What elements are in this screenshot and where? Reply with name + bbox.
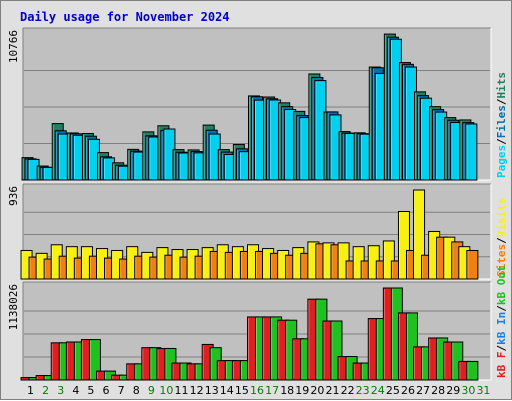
day-label-22: 22: [341, 384, 355, 397]
bar-sites-day-30: [466, 249, 479, 280]
legend-item: /: [495, 98, 508, 105]
day-label-31: 31: [476, 384, 490, 397]
kbytes-panel: 1138026: [7, 281, 492, 381]
day-label-3: 3: [57, 384, 64, 397]
day-label-18: 18: [280, 384, 294, 397]
day-label-30: 30: [461, 384, 475, 397]
bar-kb-out-day-30: [466, 360, 479, 381]
legend-item: Visits: [495, 198, 508, 238]
day-label-6: 6: [103, 384, 110, 397]
day-label-16: 16: [250, 384, 264, 397]
visits-panel-legend: Sites/Visits: [495, 198, 508, 278]
hits-panel-legend: Pages/Files/Hits: [495, 72, 508, 178]
day-label-21: 21: [325, 384, 339, 397]
chart-title: Daily usage for November 2024: [20, 10, 230, 24]
legend-item: /: [495, 345, 508, 352]
day-label-13: 13: [205, 384, 219, 397]
max-value-label: 1138026: [7, 284, 20, 330]
day-label-5: 5: [87, 384, 94, 397]
chart-panels: 10766 936 1138026: [7, 27, 492, 381]
day-label-12: 12: [190, 384, 204, 397]
legend-item: /: [495, 237, 508, 244]
max-value-label: 10766: [7, 30, 20, 63]
day-label-4: 4: [72, 384, 79, 397]
day-label-1: 1: [27, 384, 34, 397]
max-value-label: 936: [7, 186, 20, 206]
day-label-2: 2: [42, 384, 49, 397]
bar-visits-day-27: [413, 189, 426, 280]
day-label-28: 28: [431, 384, 445, 397]
bar-kb-out-day-21: [330, 320, 343, 381]
bar-visits-day-25: [382, 240, 395, 280]
day-label-9: 9: [148, 384, 155, 397]
day-label-27: 27: [416, 384, 430, 397]
day-label-20: 20: [310, 384, 324, 397]
day-label-10: 10: [159, 384, 173, 397]
bar-pages-day-30: [465, 123, 478, 181]
day-labels: 1 2 3 4 5 6 7 8 9 10 11 12 13 14 15 16 17 18 19 20 21 22 23 24 2…: [27, 384, 490, 397]
bar-kb-out-day-5: [88, 339, 101, 381]
day-label-23: 23: [356, 384, 370, 397]
legend-item: kB F: [495, 352, 508, 379]
day-label-14: 14: [220, 384, 234, 397]
hits-panel: 10766: [7, 27, 492, 181]
legend-item: kB In: [495, 312, 508, 345]
day-label-24: 24: [371, 384, 385, 397]
day-label-25: 25: [386, 384, 400, 397]
legend-item: Hits: [495, 72, 508, 99]
day-label-11: 11: [175, 384, 189, 397]
visits-panel: 936: [7, 183, 492, 280]
day-label-7: 7: [118, 384, 125, 397]
kbytes-panel-legend: kB F/kB In/kB Out: [495, 265, 508, 378]
legend-item: kB Out: [495, 265, 508, 305]
day-label-17: 17: [265, 384, 279, 397]
day-label-29: 29: [446, 384, 460, 397]
day-label-19: 19: [295, 384, 309, 397]
legend-item: /: [495, 138, 508, 145]
day-label-15: 15: [235, 384, 249, 397]
legend-item: Pages: [495, 145, 508, 178]
day-label-26: 26: [401, 384, 415, 397]
legend-item: Files: [495, 105, 508, 138]
bar-visits-day-26: [397, 210, 410, 280]
legend-item: /: [495, 305, 508, 312]
day-label-8: 8: [133, 384, 140, 397]
legend-item: Sites: [495, 244, 508, 277]
